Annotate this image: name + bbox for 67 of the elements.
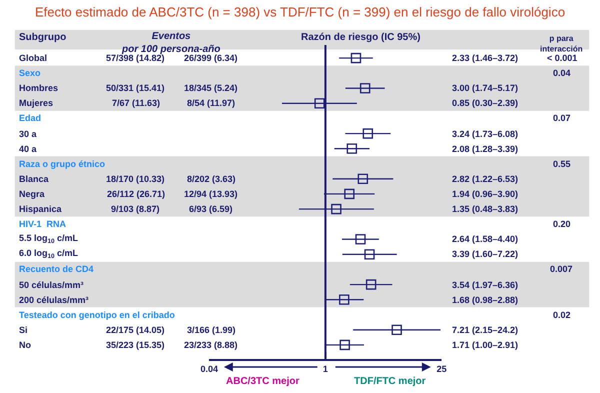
text: Subgrupo [19,32,66,43]
annotation: 26/399 (6.34) [184,53,238,63]
data-label: 1.35 (0.48–3.83) [452,204,518,214]
y-tick-label: No [19,340,32,350]
annotation: 18/345 (5.24) [184,83,238,93]
data-label: 2.08 (1.28–3.39) [452,144,518,154]
text: ABC/3TC mejor [226,376,300,387]
y-tick-label: HIV-1 RNA [19,219,67,229]
text: 50/331 (15.41) [106,83,165,93]
y-tick-label: 40 a [19,144,38,154]
text: 0.04 [553,68,571,78]
text: 0.02 [553,310,571,320]
y-tick-label: Testeado con genotipo en el cribado [19,310,176,320]
y-tick-label: 6.0 log$_{10}$ c/mL [19,248,79,260]
text: TDF/FTC mejor [354,376,426,387]
annotation: 6/93 (6.59) [189,204,233,214]
text: 0.55 [553,159,571,169]
data-label: 1.68 (0.98–2.88) [452,295,518,305]
y-tick-label: 5.5 log$_{10}$ c/mL [19,233,79,245]
text: 35/223 (15.35) [106,340,165,350]
text: 0.20 [553,219,571,229]
text: 57/398 (14.82) [106,53,165,63]
data-label: 0.85 (0.30–2.39) [452,98,518,108]
text: 7/67 (11.63) [112,98,160,108]
text: p para interacción [540,34,583,54]
y-tick-label: Edad [19,113,42,123]
chart-title: Efecto estimado de ABC/3TC (n = 398) vs TDF/FTC (n = 399) en el riesgo de fallo virológico [34,4,566,20]
y-tick-label: Global [19,53,48,63]
y-tick-label: Hombres [19,83,58,93]
data-label: 3.24 (1.73–6.08) [452,129,518,139]
x-tick-label: 0.04 [200,364,218,374]
text: 18/170 (10.33) [106,174,165,184]
annotation: 12/94 (13.93) [184,189,238,199]
y-tick-label: Sexo [19,68,42,78]
data-label: 3.00 (1.74–5.17) [452,83,518,93]
y-tick-label: Mujeres [19,98,54,108]
text: 9/103 (8.87) [111,204,160,214]
data-label: 3.54 (1.97–6.36) [452,280,518,290]
annotation: 8/54 (11.97) [187,98,236,108]
annotation: 3/166 (1.99) [187,325,236,335]
data-label: 2.82 (1.22–6.53) [452,174,518,184]
text: 22/175 (14.05) [106,325,165,335]
annotation: 8/202 (3.63) [187,174,236,184]
data-label: 3.39 (1.60–7.22) [452,249,518,259]
x-tick-label: 25 [436,364,447,374]
y-tick-label: 200 células/mm³ [19,295,89,305]
y-tick-label: Recuento de CD4 [19,264,94,274]
text: < 0.001 [547,53,578,63]
y-tick-label: Raza o grupo étnico [19,159,106,169]
y-tick-label: Si [19,325,28,335]
text: 0.007 [550,264,573,274]
data-label: 1.94 (0.96–3.90) [452,189,518,199]
data-label: 7.21 (2.15–24.2) [452,325,518,335]
data-label: 1.71 (1.00–2.91) [452,340,518,350]
text: 0.07 [553,113,571,123]
annotation: 23/233 (8.88) [184,340,238,350]
text: 26/112 (26.71) [107,189,166,199]
data-label: 2.64 (1.58–4.40) [452,234,518,244]
data-label: 2.33 (1.46–3.72) [452,53,518,63]
y-tick-label: Blanca [19,174,50,184]
y-tick-label: Negra [19,189,46,199]
y-tick-label: 50 células/mm³ [19,280,84,290]
x-axis-title: Razón de riesgo (IC 95%) [301,32,420,43]
x-tick-label: 1 [322,364,328,374]
y-tick-label: 30 a [19,129,38,139]
y-tick-label: Hispanica [19,204,63,214]
annotation: Eventos por 100 persona-año [121,31,220,55]
